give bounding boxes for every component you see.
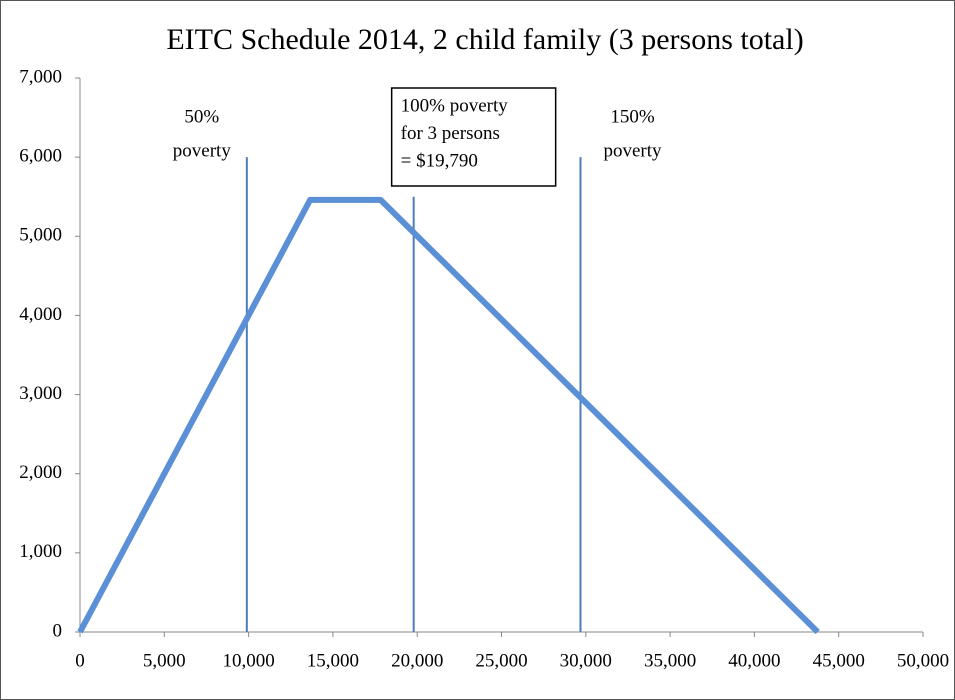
y-tick-label: 1,000 [19,541,62,562]
x-tick-label: 20,000 [391,650,443,671]
y-tick-label: 5,000 [19,225,62,246]
annotation-text: poverty [603,140,662,161]
x-tick-label: 50,000 [897,650,949,671]
x-tick-label: 35,000 [644,650,696,671]
x-tick-label: 15,000 [307,650,359,671]
x-tick-label: 10,000 [222,650,274,671]
x-tick-label: 30,000 [560,650,612,671]
y-tick-label: 2,000 [19,462,62,483]
annotation-text: 50% [184,106,219,127]
x-tick-label: 45,000 [813,650,865,671]
annotation-text: = $19,790 [401,150,478,171]
x-tick-label: 25,000 [475,650,527,671]
data-line [77,196,820,635]
annotation-text: poverty [173,140,232,161]
annotation-box [390,87,557,187]
x-tick-label: 0 [75,650,85,671]
y-tick-label: 4,000 [19,304,62,325]
y-tick-label: 7,000 [19,66,62,87]
y-tick-label: 3,000 [19,383,62,404]
x-tick-label: 40,000 [728,650,780,671]
x-tick-label: 5,000 [143,650,186,671]
chart-title: EITC Schedule 2014, 2 child family (3 pe… [166,23,803,56]
annotation-text: 150% [610,106,655,127]
annotation-text: for 3 persons [401,123,500,144]
y-tick-label: 0 [53,620,63,641]
annotation-text: 100% poverty [401,95,509,116]
y-tick-label: 6,000 [19,146,62,167]
